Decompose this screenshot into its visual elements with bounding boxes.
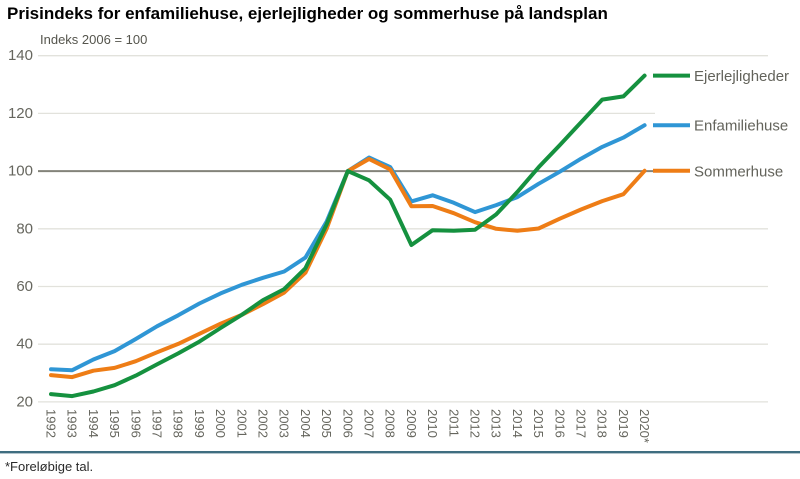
- x-tick-label-2002: 2002: [256, 409, 271, 438]
- x-tick-label-2009: 2009: [404, 409, 419, 438]
- price-index-line-chart: 140 120 100 80 60 40 20 1992 1993 1994 1995 1996 199…: [0, 47, 800, 454]
- x-tick-label-2008: 2008: [383, 409, 398, 438]
- legend-label-enfamiliehuse: Enfamiliehuse: [694, 118, 788, 135]
- legend-label-ejerlejligheder: Ejerlejligheder: [694, 68, 789, 85]
- x-tick-label-1992: 1992: [44, 409, 59, 438]
- x-tick-label-2019: 2019: [616, 409, 631, 438]
- series-line-ejerlejligheder: [49, 73, 647, 399]
- x-tick-label-2006: 2006: [340, 409, 355, 438]
- x-tick-label-2012: 2012: [468, 409, 483, 438]
- page-title: Prisindeks for enfamiliehuse, ejerlejlig…: [7, 4, 608, 23]
- x-tick-label-2013: 2013: [489, 409, 504, 438]
- x-tick-label-2018: 2018: [595, 409, 610, 438]
- x-tick-label-2010: 2010: [425, 409, 440, 438]
- x-tick-label-1999: 1999: [192, 409, 207, 438]
- y-tick-label-120: 120: [8, 105, 33, 122]
- chart-subtitle: Indeks 2006 = 100: [40, 32, 148, 47]
- x-tick-label-2007: 2007: [362, 409, 377, 438]
- x-tick-label-1998: 1998: [171, 409, 186, 438]
- x-tick-label-1993: 1993: [65, 409, 80, 438]
- x-tick-label-2003: 2003: [277, 409, 292, 438]
- x-tick-label-2001: 2001: [234, 409, 249, 438]
- x-tick-label-1997: 1997: [150, 409, 165, 438]
- footnote: *Foreløbige tal.: [5, 459, 94, 474]
- series-line-enfamiliehuse: [49, 123, 647, 373]
- x-tick-label-2015: 2015: [531, 409, 546, 438]
- y-tick-label-40: 40: [16, 336, 33, 353]
- x-tick-label-2004: 2004: [298, 409, 313, 438]
- x-tick-label-1994: 1994: [86, 409, 101, 438]
- y-tick-label-20: 20: [16, 393, 33, 410]
- x-tick-label-2017: 2017: [574, 409, 589, 438]
- x-axis-line: [0, 451, 800, 454]
- legend-label-sommerhuse: Sommerhuse: [694, 163, 783, 180]
- x-tick-label-2014: 2014: [510, 409, 525, 438]
- x-tick-label-2005: 2005: [319, 409, 334, 438]
- x-tick-label-1996: 1996: [128, 409, 143, 438]
- x-tick-label-2016: 2016: [552, 409, 567, 438]
- y-tick-label-100: 100: [8, 163, 33, 180]
- x-tick-label-2020: 2020*: [637, 409, 652, 443]
- y-tick-label-140: 140: [8, 47, 33, 64]
- y-tick-label-60: 60: [16, 278, 33, 295]
- x-tick-label-2000: 2000: [213, 409, 228, 438]
- x-tick-label-2011: 2011: [446, 409, 461, 437]
- y-tick-label-80: 80: [16, 220, 33, 237]
- x-tick-label-1995: 1995: [107, 409, 122, 438]
